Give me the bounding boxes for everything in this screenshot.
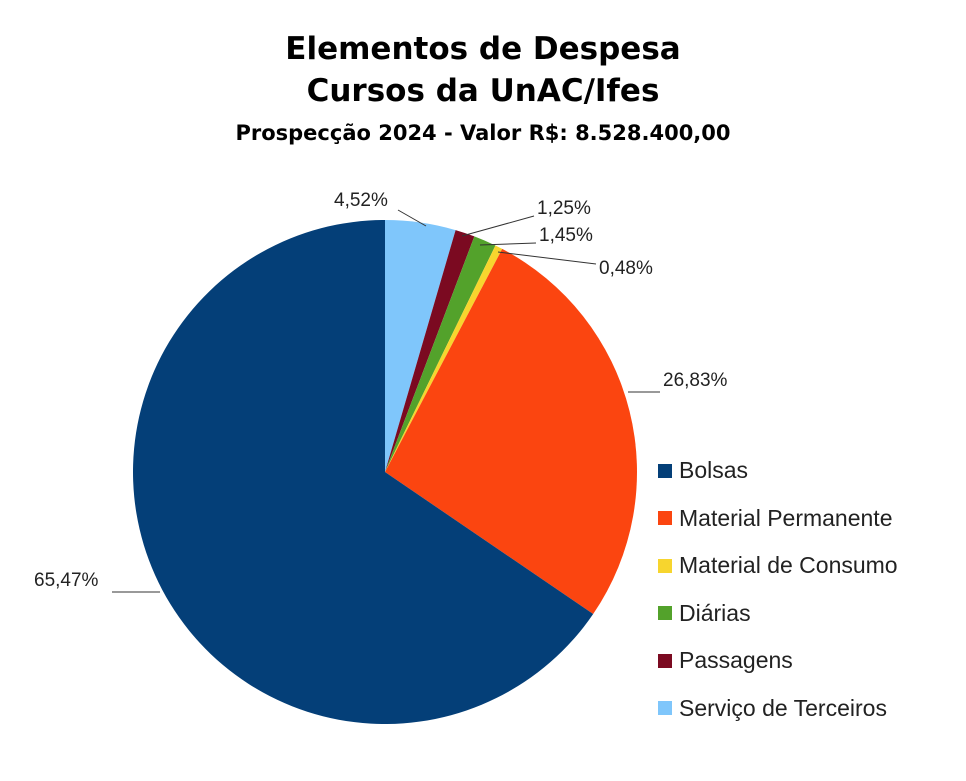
- chart-subtitle: Prospecção 2024 - Valor R$: 8.528.400,00: [235, 121, 731, 145]
- percentage-labels: 4,52% 1,25% 1,45% 0,48% 26,83% 65,47%: [34, 190, 728, 591]
- pie-slice-material-de-consumo: [385, 245, 503, 472]
- legend-label: Material de Consumo: [679, 552, 898, 579]
- chart-title-line-2: Cursos da UnAC/Ifes: [306, 73, 660, 109]
- leader-line-material-de-consumo: [497, 251, 597, 265]
- legend-swatch: [658, 606, 672, 621]
- pie-slices: [132, 220, 637, 724]
- legend-label: Diárias: [679, 599, 751, 626]
- legend-label: Passagens: [679, 647, 793, 674]
- leader-line-passagens: [461, 215, 535, 237]
- chart-legend: Bolsas Material Permanente Material de Con…: [658, 447, 898, 732]
- chart-title-block: Elementos de Despesa Cursos da UnAC/Ifes…: [0, 28, 966, 148]
- legend-item-material-permanente: Material Permanente: [658, 495, 898, 543]
- legend-swatch: [658, 463, 672, 478]
- legend-swatch: [658, 511, 672, 526]
- legend-item-material-de-consumo: Material de Consumo: [658, 542, 898, 590]
- pct-label-material-permanente: 26,83%: [663, 370, 728, 391]
- pct-label-servico-de-terceiros: 4,52%: [334, 190, 388, 211]
- pct-label-bolsas: 65,47%: [34, 570, 99, 591]
- pie-slice-bolsas: [132, 220, 594, 724]
- pie-slice-material-permanente: [385, 248, 637, 615]
- pct-label-passagens: 1,25%: [537, 198, 591, 219]
- leader-lines: [112, 209, 660, 593]
- leader-line-diarias: [479, 242, 537, 246]
- legend-swatch: [658, 701, 672, 716]
- pie-slice-diarias: [385, 236, 496, 472]
- legend-swatch: [658, 653, 672, 668]
- legend-swatch: [658, 558, 672, 573]
- legend-label: Material Permanente: [679, 504, 893, 531]
- legend-label: Bolsas: [679, 457, 749, 484]
- leader-line-servico-de-terceiros: [397, 209, 427, 227]
- pct-label-diarias: 1,45%: [539, 225, 593, 246]
- legend-item-bolsas: Bolsas: [658, 447, 898, 495]
- legend-label: Serviço de Terceiros: [679, 694, 887, 721]
- pie-slice-servico-de-terceiros: [385, 220, 456, 472]
- pie-slice-passagens: [385, 230, 475, 472]
- legend-item-passagens: Passagens: [658, 637, 898, 685]
- pct-label-material-de-consumo: 0,48%: [599, 258, 653, 279]
- legend-item-diarias: Diárias: [658, 590, 898, 638]
- chart-title-line-1: Elementos de Despesa: [285, 31, 681, 67]
- legend-item-servico-de-terceiros: Serviço de Terceiros: [658, 685, 898, 733]
